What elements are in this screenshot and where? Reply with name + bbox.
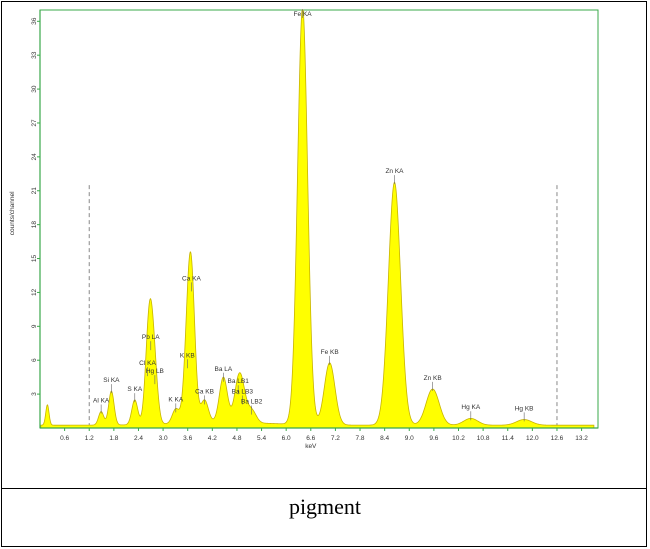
x-tick-label: 12.6	[551, 435, 564, 442]
peak-label: Pb LA	[142, 334, 160, 341]
x-tick-label: 8.4	[380, 435, 389, 442]
y-tick-label: 30	[31, 85, 38, 93]
peak-label: Ba LB2	[241, 399, 263, 406]
peak-label: Si KA	[103, 377, 120, 384]
x-tick-label: 6.6	[306, 435, 315, 442]
x-tick-label: 10.2	[452, 435, 465, 442]
peak-label: Hg LB	[146, 368, 164, 375]
peak-label: S KA	[127, 386, 142, 393]
peak-label: Hg KB	[515, 405, 534, 412]
y-tick-label: 21	[31, 187, 38, 195]
caption: pigment	[288, 494, 362, 519]
peak-label: Ba LB3	[232, 388, 254, 395]
caption-divider	[1, 488, 647, 489]
x-tick-label: 5.4	[257, 435, 266, 442]
peak-label: Hg KA	[461, 404, 480, 411]
y-tick-label: 27	[31, 119, 38, 127]
x-tick-label: 9.0	[405, 435, 414, 442]
peak-label: Fe KA	[294, 11, 313, 18]
x-tick-label: 3.6	[183, 435, 192, 442]
x-tick-label: 7.2	[331, 435, 340, 442]
peak-label: Al KA	[93, 397, 110, 404]
peak-label: Zn KA	[385, 168, 404, 175]
peak-label: Zn KB	[424, 375, 442, 382]
x-tick-label: 1.8	[109, 435, 118, 442]
x-tick-label: 13.2	[575, 435, 588, 442]
y-tick-label: 33	[31, 51, 38, 59]
peak-label: Ba LB1	[228, 378, 250, 385]
xrf-spectrum-chart: Al KA Si KA S KA Cl KA Pb LA Hg LB K KA Ca KA K …	[9, 9, 599, 450]
x-tick-label: 2.4	[134, 435, 143, 442]
x-tick-label: 7.8	[356, 435, 365, 442]
x-tick-label: 0.6	[60, 435, 69, 442]
peak-label: K KA	[168, 396, 183, 403]
x-tick-label: 11.4	[502, 435, 515, 442]
y-tick-label: 36	[31, 17, 38, 25]
x-tick-label: 4.2	[208, 435, 217, 442]
plot-area	[39, 9, 599, 429]
y-tick-label: 3	[31, 392, 38, 396]
spectrum-area	[40, 9, 595, 429]
peak-label: K KB	[180, 352, 195, 359]
x-axis-title: keV	[305, 443, 317, 450]
x-tick-label: 12.0	[526, 435, 539, 442]
y-tick-label: 6	[31, 358, 38, 362]
y-tick-label: 12	[31, 288, 38, 296]
x-tick-label: 9.6	[429, 435, 438, 442]
peak-label: Ba LA	[215, 366, 233, 373]
y-tick-label: 15	[31, 255, 38, 263]
y-tick-label: 9	[31, 324, 38, 328]
peak-label: Ca KB	[195, 388, 214, 395]
peak-label: Cl KA	[139, 360, 156, 367]
x-tick-label: 4.8	[232, 435, 241, 442]
y-axis-title: counts/channel	[9, 191, 16, 235]
y-tick-label: 24	[31, 153, 38, 161]
peak-label: Fe KB	[321, 349, 339, 356]
x-tick-label: 6.0	[282, 435, 291, 442]
y-tick-label: 18	[31, 221, 38, 229]
x-tick-label: 3.0	[159, 435, 168, 442]
x-tick-label: 10.8	[477, 435, 490, 442]
x-tick-label: 1.2	[85, 435, 94, 442]
peak-label: Ca KA	[182, 275, 201, 282]
